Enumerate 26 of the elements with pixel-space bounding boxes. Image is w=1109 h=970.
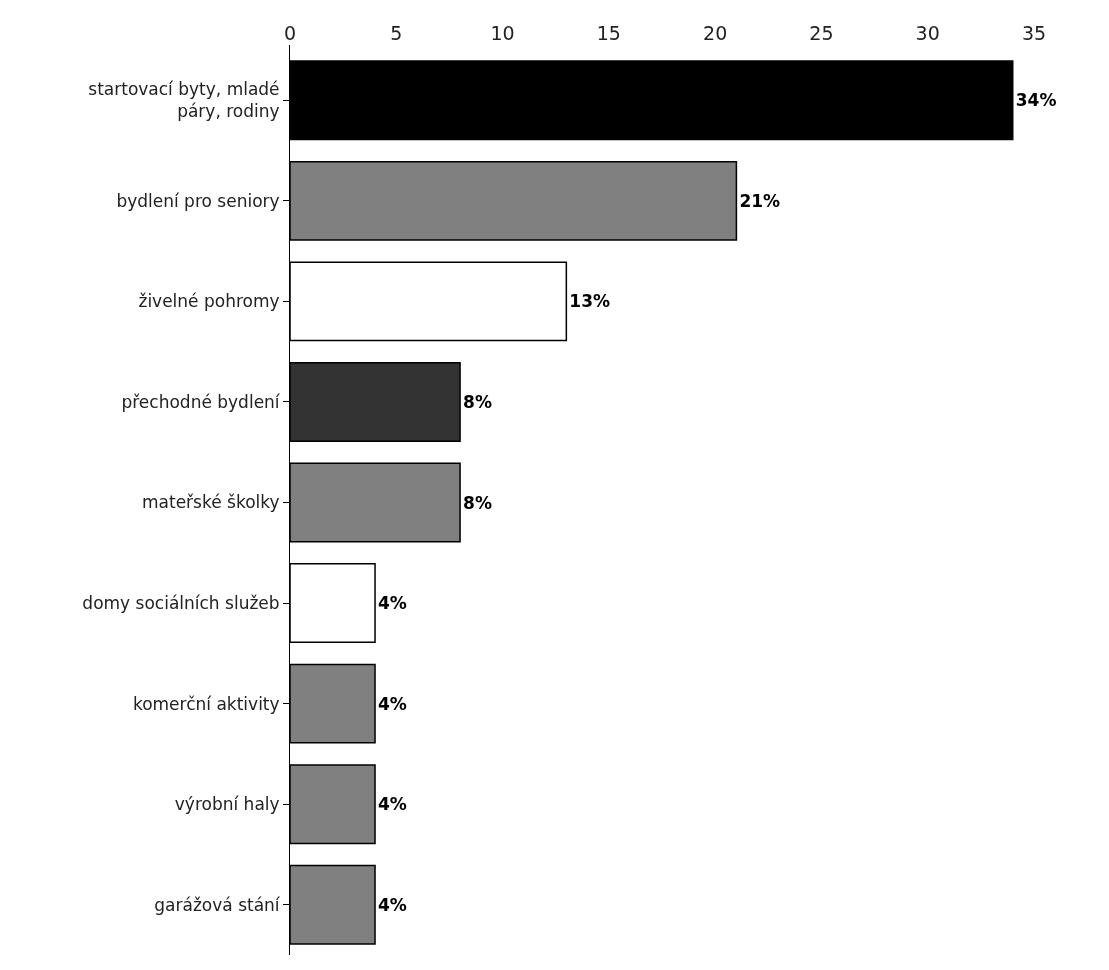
y-tick-label: mateřské školky — [142, 492, 280, 513]
y-tick-label: živelné pohromy — [138, 291, 280, 312]
y-tick-label: bydlení pro seniory — [116, 190, 280, 211]
y-tick-label: startovací byty, mladé páry, rodiny — [88, 79, 280, 122]
data-label: 4% — [378, 794, 407, 815]
x-tick-label: 30 — [915, 22, 940, 45]
data-label: 13% — [569, 291, 611, 312]
x-tick-label: 15 — [596, 22, 621, 45]
data-label: 8% — [463, 492, 492, 513]
data-label: 34% — [1015, 90, 1057, 111]
data-label: 4% — [378, 593, 407, 614]
x-tick-label: 5 — [390, 22, 403, 45]
x-tick-label: 25 — [809, 22, 834, 45]
data-label: 21% — [739, 190, 781, 211]
y-tick-label: domy sociálních služeb — [82, 593, 280, 614]
x-tick-label: 10 — [490, 22, 515, 45]
y-tick-label: výrobní haly — [174, 794, 280, 815]
x-tick-label: 35 — [1021, 22, 1047, 45]
y-tick-label: přechodné bydlení — [121, 391, 281, 412]
y-tick-label: komerční aktivity — [132, 693, 280, 714]
data-label: 4% — [378, 894, 407, 915]
y-tick-label: garážová stání — [154, 894, 281, 915]
data-label: 4% — [378, 693, 407, 714]
x-tick-label: 0 — [283, 22, 297, 45]
data-label: 8% — [463, 391, 492, 412]
x-tick-label: 20 — [703, 22, 728, 45]
